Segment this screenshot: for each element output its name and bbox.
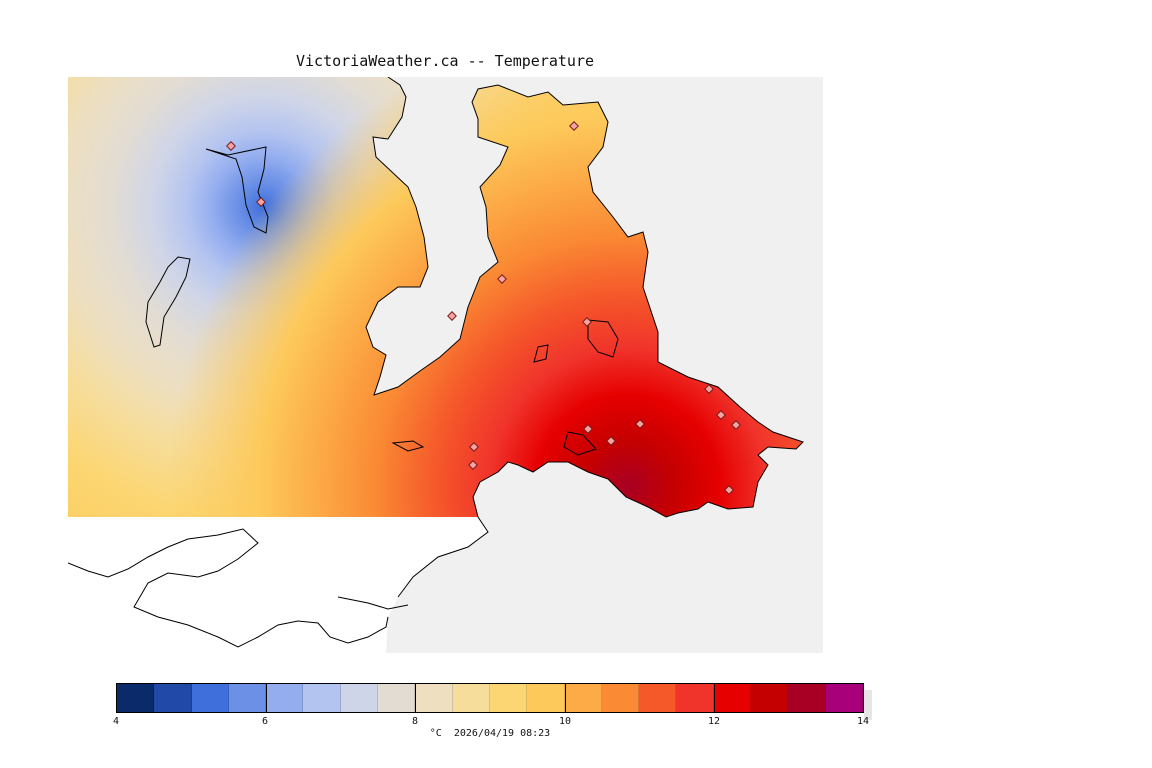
- colorbar-swatch: [303, 684, 341, 712]
- station-marker[interactable]: [635, 419, 645, 429]
- colorbar-swatch: [340, 684, 379, 712]
- colorbar-tick-line: [415, 684, 417, 712]
- colorbar-swatch: [788, 684, 826, 712]
- station-marker[interactable]: [731, 420, 741, 430]
- station-marker[interactable]: [716, 410, 726, 420]
- colorbar-tick-label: 14: [856, 716, 870, 727]
- colorbar-swatch: [228, 684, 267, 712]
- station-marker[interactable]: [582, 317, 592, 327]
- map-canvas: [68, 77, 823, 653]
- colorbar-swatch: [415, 684, 453, 712]
- coastline: [68, 77, 804, 648]
- colorbar-swatch: [489, 684, 528, 712]
- colorbar-swatch: [117, 684, 155, 712]
- station-marker[interactable]: [583, 424, 593, 434]
- station-marker[interactable]: [606, 436, 616, 446]
- station-marker[interactable]: [497, 274, 507, 284]
- colorbar-swatch: [154, 684, 192, 712]
- temperature-colorbar: [116, 683, 864, 713]
- station-marker[interactable]: [468, 460, 478, 470]
- colorbar-shadow: [864, 690, 872, 720]
- colorbar-tick-label: 8: [411, 716, 419, 727]
- colorbar-swatch: [527, 684, 565, 712]
- weather-stations: [226, 121, 741, 495]
- colorbar-tick-label: 6: [261, 716, 269, 727]
- station-marker[interactable]: [469, 442, 479, 452]
- station-marker[interactable]: [724, 485, 734, 495]
- units-timestamp-label: °C 2026/04/19 08:23: [429, 728, 551, 739]
- colorbar-swatch: [601, 684, 640, 712]
- colorbar-swatch: [676, 684, 714, 712]
- colorbar-swatch: [452, 684, 490, 712]
- colorbar-tick-line: [713, 684, 715, 712]
- colorbar-swatch: [378, 684, 416, 712]
- station-marker[interactable]: [569, 121, 579, 131]
- colorbar-swatch: [266, 684, 304, 712]
- colorbar-tick-line: [266, 684, 268, 712]
- temperature-map: [68, 77, 823, 653]
- colorbar-swatch: [191, 684, 229, 712]
- colorbar-tick-label: 12: [707, 716, 721, 727]
- map-title: VictoriaWeather.ca -- Temperature: [295, 52, 594, 70]
- colorbar-swatch: [564, 684, 602, 712]
- station-marker[interactable]: [447, 311, 457, 321]
- colorbar-tick-label: 10: [558, 716, 572, 727]
- colorbar-swatch: [713, 684, 752, 712]
- station-marker[interactable]: [226, 141, 236, 151]
- colorbar-tick-label: 4: [112, 716, 120, 727]
- colorbar-swatch: [751, 684, 789, 712]
- colorbar-swatch: [639, 684, 677, 712]
- station-marker[interactable]: [256, 197, 266, 207]
- colorbar-tick-line: [564, 684, 566, 712]
- strait-water: [68, 517, 488, 653]
- colorbar-swatch: [825, 684, 863, 712]
- station-marker[interactable]: [704, 384, 714, 394]
